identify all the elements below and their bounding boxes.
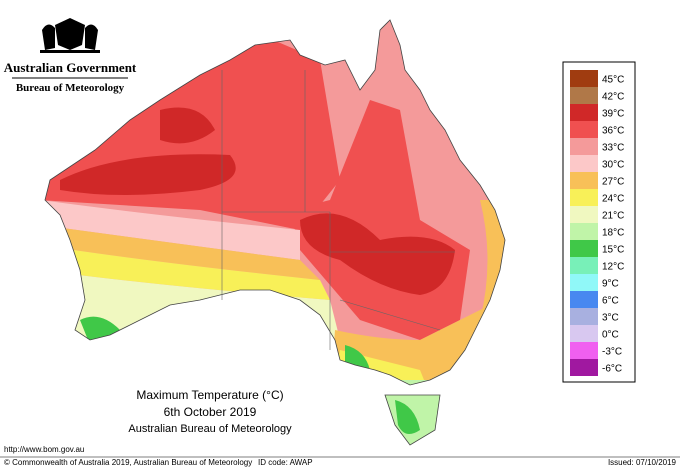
legend-swatch (570, 359, 598, 376)
footer-id: ID code: AWAP (258, 458, 313, 467)
legend-swatch (570, 87, 598, 104)
state-borders (221, 70, 455, 350)
map-title: Maximum Temperature (°C) (136, 388, 283, 402)
footer-issued: Issued: 07/10/2019 (608, 458, 677, 467)
legend-label: -6°C (602, 364, 622, 375)
legend-label: 24°C (602, 194, 624, 205)
legend-swatch (570, 189, 598, 206)
legend-swatch (570, 121, 598, 138)
legend-label: 45°C (602, 75, 624, 86)
legend-swatch (570, 257, 598, 274)
legend-swatch (570, 342, 598, 359)
legend-label: 36°C (602, 126, 624, 137)
legend-label: 27°C (602, 177, 624, 188)
legend-label: 39°C (602, 109, 624, 120)
legend-label: 3°C (602, 313, 619, 324)
footer-copyright: © Commonwealth of Australia 2019, Austra… (4, 458, 252, 467)
map-source: Australian Bureau of Meteorology (128, 423, 292, 435)
legend-label: 9°C (602, 279, 619, 290)
coastline (44, 19, 506, 446)
legend-swatch (570, 206, 598, 223)
legend-label: 30°C (602, 160, 624, 171)
legend-label: -3°C (602, 347, 622, 358)
gov-subtitle: Bureau of Meteorology (16, 82, 125, 94)
legend-label: 0°C (602, 330, 619, 341)
legend: 45°C 42°C 39°C 36°C 33°C 30°C 27°C 24°C 21°C 18°C… (570, 70, 624, 376)
legend-swatch (570, 138, 598, 155)
legend-swatch (570, 308, 598, 325)
legend-label: 18°C (602, 228, 624, 239)
legend-label: 6°C (602, 296, 619, 307)
legend-label: 33°C (602, 143, 624, 154)
gov-title: Australian Government (4, 60, 137, 75)
footer-url: http://www.bom.gov.au (4, 445, 84, 454)
legend-swatch (570, 104, 598, 121)
legend-label: 15°C (602, 245, 624, 256)
legend-label: 42°C (602, 92, 624, 103)
legend-swatch (570, 155, 598, 172)
legend-swatch (570, 70, 598, 87)
map-date: 6th October 2019 (164, 405, 257, 419)
legend-swatch (570, 240, 598, 257)
legend-swatch (570, 172, 598, 189)
legend-swatch (570, 325, 598, 342)
legend-swatch (570, 291, 598, 308)
legend-label: 12°C (602, 262, 624, 273)
legend-swatch (570, 274, 598, 291)
logo (40, 18, 100, 53)
legend-label: 21°C (602, 211, 624, 222)
legend-swatch (570, 223, 598, 240)
